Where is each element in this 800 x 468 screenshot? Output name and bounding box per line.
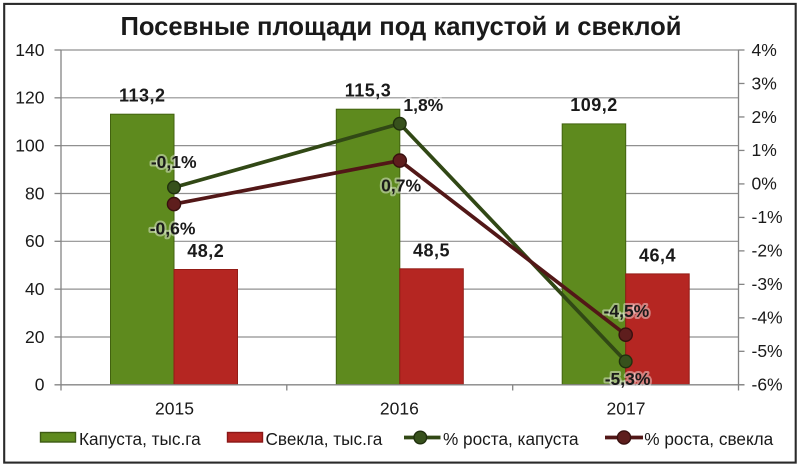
svg-text:2017: 2017 bbox=[607, 399, 646, 419]
svg-text:-3%: -3% bbox=[752, 274, 783, 294]
svg-text:120: 120 bbox=[15, 88, 44, 108]
svg-text:48,5: 48,5 bbox=[413, 240, 450, 260]
svg-text:60: 60 bbox=[25, 231, 45, 251]
svg-text:1%: 1% bbox=[752, 140, 777, 160]
svg-text:-6%: -6% bbox=[752, 375, 783, 395]
svg-text:48,2: 48,2 bbox=[187, 241, 224, 261]
svg-text:2%: 2% bbox=[752, 107, 777, 127]
svg-text:Капуста, тыс.га: Капуста, тыс.га bbox=[79, 429, 201, 449]
svg-text:4%: 4% bbox=[752, 40, 777, 60]
svg-text:46,4: 46,4 bbox=[639, 245, 676, 265]
svg-text:% роста, капуста: % роста, капуста bbox=[443, 429, 579, 449]
svg-text:3%: 3% bbox=[752, 73, 777, 93]
svg-text:-0,1%: -0,1% bbox=[151, 152, 197, 172]
svg-text:-2%: -2% bbox=[752, 241, 783, 261]
svg-text:0%: 0% bbox=[752, 174, 777, 194]
svg-text:Посевные площади под капустой: Посевные площади под капустой и свеклой bbox=[120, 13, 681, 41]
svg-text:% роста, свекла: % роста, свекла bbox=[644, 429, 773, 449]
svg-text:115,3: 115,3 bbox=[345, 81, 392, 101]
svg-text:0,7%: 0,7% bbox=[381, 176, 421, 196]
svg-text:2015: 2015 bbox=[155, 399, 194, 419]
svg-text:140: 140 bbox=[15, 40, 44, 60]
svg-text:40: 40 bbox=[25, 279, 45, 299]
svg-text:2016: 2016 bbox=[380, 399, 419, 419]
svg-text:-5,3%: -5,3% bbox=[605, 369, 651, 389]
svg-text:1,8%: 1,8% bbox=[403, 95, 443, 115]
svg-text:0: 0 bbox=[35, 375, 45, 395]
svg-text:-5%: -5% bbox=[752, 341, 783, 361]
svg-text:20: 20 bbox=[25, 327, 45, 347]
svg-text:-1%: -1% bbox=[752, 207, 783, 227]
svg-text:Свекла, тыс.га: Свекла, тыс.га bbox=[266, 429, 383, 449]
svg-text:113,2: 113,2 bbox=[119, 86, 166, 106]
svg-text:100: 100 bbox=[15, 136, 44, 156]
svg-text:-0,6%: -0,6% bbox=[150, 219, 196, 239]
svg-text:109,2: 109,2 bbox=[570, 95, 618, 115]
svg-text:-4,5%: -4,5% bbox=[604, 301, 650, 321]
svg-text:-4%: -4% bbox=[752, 308, 783, 328]
svg-text:80: 80 bbox=[25, 183, 45, 203]
